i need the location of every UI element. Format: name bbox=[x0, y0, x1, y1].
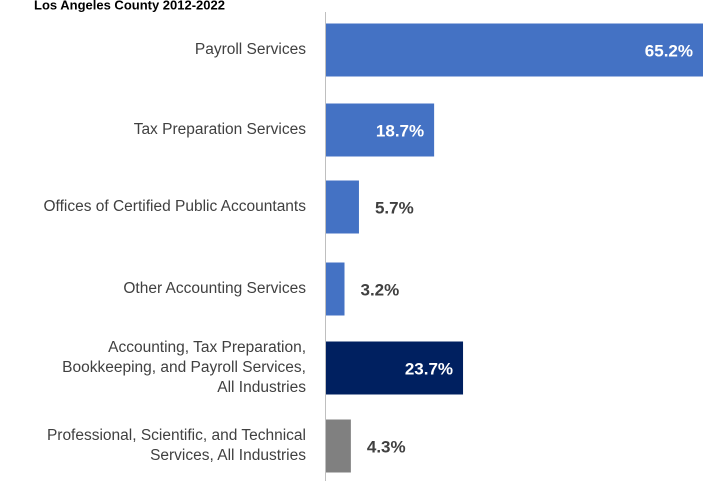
bar bbox=[326, 341, 464, 395]
bar bbox=[326, 262, 345, 316]
value-label: 4.3% bbox=[367, 437, 406, 456]
bar bbox=[326, 103, 435, 157]
chart-title: Los Angeles County 2012-2022 bbox=[34, 0, 225, 12]
bar bbox=[326, 180, 359, 234]
category-label: Offices of Certified Public Accountants bbox=[44, 198, 307, 215]
category-label: Payroll Services bbox=[195, 41, 306, 58]
category-label: Other Accounting Services bbox=[123, 280, 306, 297]
category-label: Accounting, Tax Preparation, Bookkeeping,… bbox=[62, 339, 306, 396]
value-label: 65.2% bbox=[645, 41, 693, 60]
value-label: 5.7% bbox=[375, 198, 414, 217]
category-label: Professional, Scientific, and Technical S… bbox=[47, 427, 306, 464]
bar bbox=[326, 23, 703, 77]
value-label: 23.7% bbox=[405, 359, 453, 378]
category-label: Tax Preparation Services bbox=[134, 121, 307, 138]
bar bbox=[326, 419, 351, 473]
value-label: 18.7% bbox=[376, 121, 424, 140]
value-label: 3.2% bbox=[361, 280, 400, 299]
